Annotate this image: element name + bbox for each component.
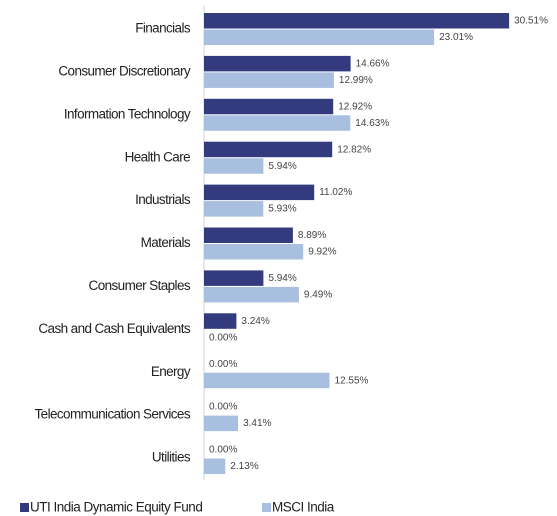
- value-label: 0.00%: [209, 445, 237, 456]
- bar: [204, 270, 264, 286]
- bar: [204, 141, 333, 158]
- value-label: 14.66%: [356, 59, 390, 70]
- bar: [204, 415, 239, 432]
- value-label: 8.89%: [298, 230, 326, 241]
- bar: [204, 372, 330, 389]
- value-label: 3.41%: [243, 418, 271, 429]
- bar: [204, 98, 334, 115]
- bar: [204, 29, 435, 45]
- value-label: 12.82%: [337, 144, 371, 155]
- value-label: 12.99%: [339, 75, 373, 86]
- category-label: Industrials: [135, 192, 191, 207]
- category-label: Materials: [141, 235, 191, 250]
- value-label: 9.92%: [308, 247, 336, 258]
- bar: [204, 286, 299, 303]
- legend-label: MSCI India: [272, 500, 335, 515]
- category-label: Financials: [135, 21, 191, 36]
- legend-swatch: [262, 503, 271, 512]
- category-label: Utilities: [152, 450, 191, 465]
- category-label: Health Care: [125, 149, 191, 164]
- bar: [204, 115, 351, 131]
- bar: [204, 313, 237, 329]
- category-label: Cash and Cash Equivalents: [38, 321, 190, 336]
- value-label: 30.51%: [514, 16, 548, 27]
- legend-swatch: [20, 503, 29, 512]
- category-label: Energy: [151, 364, 191, 379]
- category-label: Consumer Staples: [89, 278, 191, 293]
- legend-label: UTI India Dynamic Equity Fund: [30, 500, 202, 515]
- value-label: 11.02%: [319, 187, 352, 198]
- value-label: 12.55%: [335, 375, 369, 386]
- bar: [204, 13, 510, 29]
- category-label: Consumer Discretionary: [58, 63, 190, 78]
- value-label: 9.49%: [304, 290, 332, 301]
- value-label: 23.01%: [439, 32, 473, 43]
- value-label: 0.00%: [209, 359, 237, 370]
- value-label: 14.63%: [355, 118, 389, 129]
- bar: [204, 244, 304, 260]
- value-label: 5.93%: [268, 204, 296, 215]
- value-label: 12.92%: [338, 101, 372, 112]
- bar: [204, 184, 315, 201]
- value-label: 0.00%: [209, 332, 237, 343]
- bar: [204, 227, 293, 243]
- bar: [204, 158, 264, 174]
- value-label: 3.24%: [241, 316, 269, 327]
- bar: [204, 458, 226, 474]
- category-label: Telecommunication Services: [35, 407, 191, 422]
- bar: [204, 201, 264, 217]
- value-label: 0.00%: [209, 402, 237, 413]
- value-label: 5.94%: [268, 273, 296, 284]
- category-label: Information Technology: [64, 106, 191, 121]
- value-label: 2.13%: [230, 461, 258, 472]
- value-label: 5.94%: [268, 161, 296, 172]
- bar: [204, 72, 334, 88]
- bar: [204, 55, 351, 72]
